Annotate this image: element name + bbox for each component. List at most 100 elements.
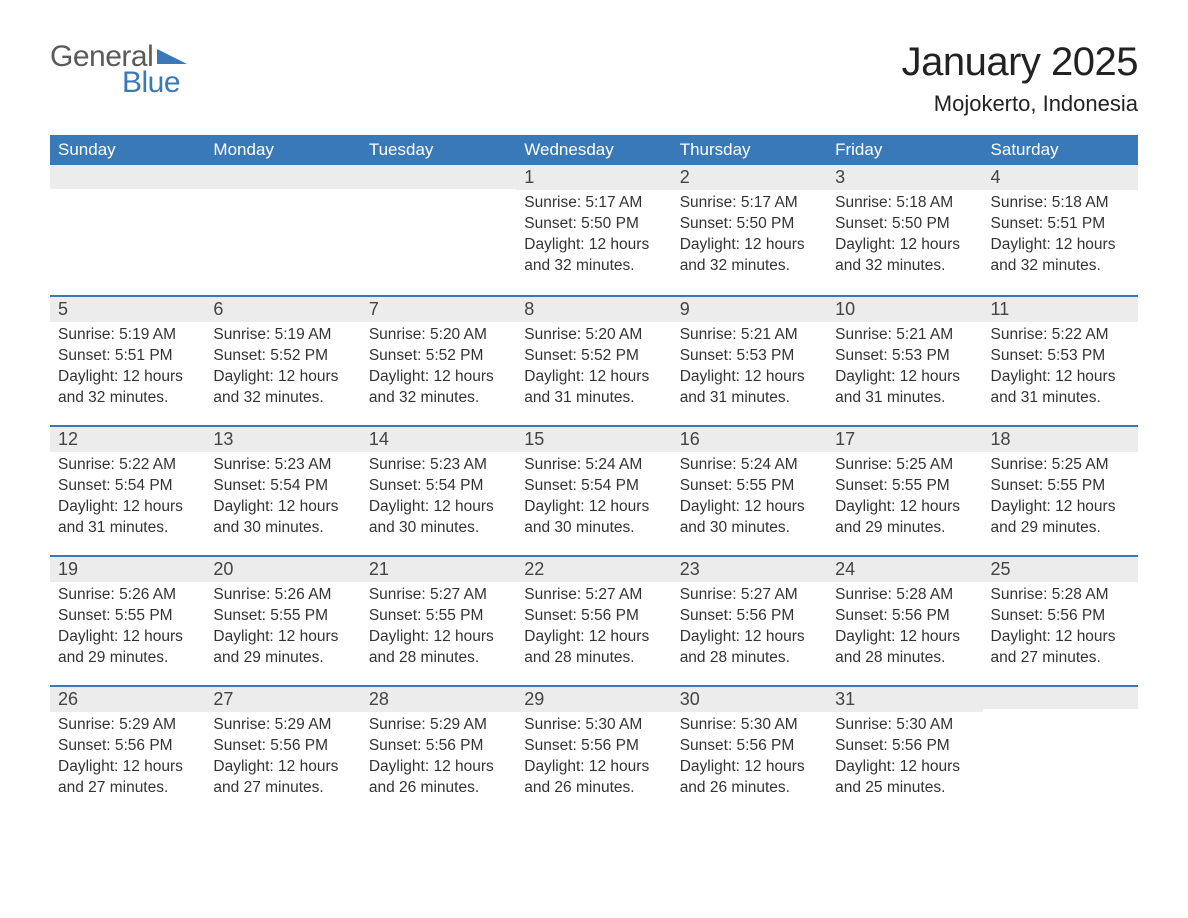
calendar-day-cell: 27Sunrise: 5:29 AMSunset: 5:56 PMDayligh… [205, 685, 360, 815]
sunrise-line: Sunrise: 5:18 AM [835, 193, 974, 214]
day-number: 18 [983, 425, 1138, 452]
day-details: Sunrise: 5:20 AMSunset: 5:52 PMDaylight:… [361, 322, 516, 417]
calendar-empty-cell [983, 685, 1138, 815]
logo: General Blue [50, 40, 187, 100]
calendar-table: SundayMondayTuesdayWednesdayThursdayFrid… [50, 135, 1138, 815]
calendar-day-cell: 15Sunrise: 5:24 AMSunset: 5:54 PMDayligh… [516, 425, 671, 555]
calendar-day-cell: 13Sunrise: 5:23 AMSunset: 5:54 PMDayligh… [205, 425, 360, 555]
daylight-line: Daylight: 12 hours and 25 minutes. [835, 757, 974, 799]
day-header: Sunday [50, 135, 205, 165]
day-details: Sunrise: 5:26 AMSunset: 5:55 PMDaylight:… [50, 582, 205, 677]
sunset-line: Sunset: 5:56 PM [58, 736, 197, 757]
daylight-line: Daylight: 12 hours and 32 minutes. [680, 235, 819, 277]
sunrise-line: Sunrise: 5:30 AM [680, 715, 819, 736]
calendar-day-cell: 12Sunrise: 5:22 AMSunset: 5:54 PMDayligh… [50, 425, 205, 555]
daylight-line: Daylight: 12 hours and 29 minutes. [835, 497, 974, 539]
calendar-day-cell: 7Sunrise: 5:20 AMSunset: 5:52 PMDaylight… [361, 295, 516, 425]
day-header: Tuesday [361, 135, 516, 165]
day-header: Saturday [983, 135, 1138, 165]
daylight-line: Daylight: 12 hours and 28 minutes. [524, 627, 663, 669]
sunset-line: Sunset: 5:55 PM [835, 476, 974, 497]
title-block: January 2025 Mojokerto, Indonesia [902, 40, 1138, 117]
day-details: Sunrise: 5:23 AMSunset: 5:54 PMDaylight:… [205, 452, 360, 547]
sunrise-line: Sunrise: 5:25 AM [835, 455, 974, 476]
day-details: Sunrise: 5:25 AMSunset: 5:55 PMDaylight:… [983, 452, 1138, 547]
calendar-day-cell: 2Sunrise: 5:17 AMSunset: 5:50 PMDaylight… [672, 165, 827, 295]
daylight-line: Daylight: 12 hours and 30 minutes. [213, 497, 352, 539]
sunset-line: Sunset: 5:56 PM [213, 736, 352, 757]
day-number: 1 [516, 165, 671, 190]
calendar-day-cell: 18Sunrise: 5:25 AMSunset: 5:55 PMDayligh… [983, 425, 1138, 555]
sunset-line: Sunset: 5:54 PM [524, 476, 663, 497]
day-details: Sunrise: 5:17 AMSunset: 5:50 PMDaylight:… [672, 190, 827, 285]
day-number: 15 [516, 425, 671, 452]
day-details: Sunrise: 5:22 AMSunset: 5:54 PMDaylight:… [50, 452, 205, 547]
sunrise-line: Sunrise: 5:27 AM [680, 585, 819, 606]
sunrise-line: Sunrise: 5:17 AM [524, 193, 663, 214]
sunset-line: Sunset: 5:53 PM [991, 346, 1130, 367]
sunset-line: Sunset: 5:50 PM [524, 214, 663, 235]
sunrise-line: Sunrise: 5:26 AM [58, 585, 197, 606]
calendar-week-row: 1Sunrise: 5:17 AMSunset: 5:50 PMDaylight… [50, 165, 1138, 295]
daylight-line: Daylight: 12 hours and 28 minutes. [369, 627, 508, 669]
sunset-line: Sunset: 5:51 PM [58, 346, 197, 367]
day-details: Sunrise: 5:30 AMSunset: 5:56 PMDaylight:… [827, 712, 982, 807]
sunrise-line: Sunrise: 5:27 AM [524, 585, 663, 606]
sunset-line: Sunset: 5:55 PM [369, 606, 508, 627]
day-number: 12 [50, 425, 205, 452]
calendar-empty-cell [361, 165, 516, 295]
calendar-week-row: 5Sunrise: 5:19 AMSunset: 5:51 PMDaylight… [50, 295, 1138, 425]
sunset-line: Sunset: 5:52 PM [369, 346, 508, 367]
sunrise-line: Sunrise: 5:30 AM [835, 715, 974, 736]
calendar-day-cell: 16Sunrise: 5:24 AMSunset: 5:55 PMDayligh… [672, 425, 827, 555]
day-number: 8 [516, 295, 671, 322]
sunset-line: Sunset: 5:54 PM [58, 476, 197, 497]
sunrise-line: Sunrise: 5:29 AM [369, 715, 508, 736]
sunrise-line: Sunrise: 5:28 AM [991, 585, 1130, 606]
sunset-line: Sunset: 5:52 PM [213, 346, 352, 367]
day-details: Sunrise: 5:30 AMSunset: 5:56 PMDaylight:… [672, 712, 827, 807]
sunrise-line: Sunrise: 5:22 AM [58, 455, 197, 476]
sunset-line: Sunset: 5:50 PM [835, 214, 974, 235]
sunrise-line: Sunrise: 5:23 AM [369, 455, 508, 476]
calendar-day-cell: 19Sunrise: 5:26 AMSunset: 5:55 PMDayligh… [50, 555, 205, 685]
day-header-row: SundayMondayTuesdayWednesdayThursdayFrid… [50, 135, 1138, 165]
day-number: 23 [672, 555, 827, 582]
day-details: Sunrise: 5:19 AMSunset: 5:52 PMDaylight:… [205, 322, 360, 417]
calendar-week-row: 26Sunrise: 5:29 AMSunset: 5:56 PMDayligh… [50, 685, 1138, 815]
day-details: Sunrise: 5:22 AMSunset: 5:53 PMDaylight:… [983, 322, 1138, 417]
daylight-line: Daylight: 12 hours and 27 minutes. [991, 627, 1130, 669]
day-details: Sunrise: 5:21 AMSunset: 5:53 PMDaylight:… [827, 322, 982, 417]
day-number: 30 [672, 685, 827, 712]
day-number: 29 [516, 685, 671, 712]
daylight-line: Daylight: 12 hours and 30 minutes. [369, 497, 508, 539]
day-details: Sunrise: 5:29 AMSunset: 5:56 PMDaylight:… [205, 712, 360, 807]
calendar-day-cell: 21Sunrise: 5:27 AMSunset: 5:55 PMDayligh… [361, 555, 516, 685]
sunset-line: Sunset: 5:56 PM [835, 736, 974, 757]
day-number: 28 [361, 685, 516, 712]
sunrise-line: Sunrise: 5:23 AM [213, 455, 352, 476]
sunrise-line: Sunrise: 5:19 AM [213, 325, 352, 346]
day-details: Sunrise: 5:29 AMSunset: 5:56 PMDaylight:… [361, 712, 516, 807]
calendar-day-cell: 28Sunrise: 5:29 AMSunset: 5:56 PMDayligh… [361, 685, 516, 815]
daylight-line: Daylight: 12 hours and 29 minutes. [991, 497, 1130, 539]
calendar-week-row: 19Sunrise: 5:26 AMSunset: 5:55 PMDayligh… [50, 555, 1138, 685]
day-details: Sunrise: 5:19 AMSunset: 5:51 PMDaylight:… [50, 322, 205, 417]
sunrise-line: Sunrise: 5:19 AM [58, 325, 197, 346]
sunset-line: Sunset: 5:56 PM [835, 606, 974, 627]
calendar-day-cell: 26Sunrise: 5:29 AMSunset: 5:56 PMDayligh… [50, 685, 205, 815]
daylight-line: Daylight: 12 hours and 31 minutes. [835, 367, 974, 409]
day-number: 2 [672, 165, 827, 190]
day-number: 19 [50, 555, 205, 582]
logo-text-blue: Blue [122, 66, 187, 100]
daylight-line: Daylight: 12 hours and 31 minutes. [680, 367, 819, 409]
day-details: Sunrise: 5:24 AMSunset: 5:54 PMDaylight:… [516, 452, 671, 547]
day-details: Sunrise: 5:21 AMSunset: 5:53 PMDaylight:… [672, 322, 827, 417]
calendar-empty-cell [205, 165, 360, 295]
calendar-empty-cell [50, 165, 205, 295]
daylight-line: Daylight: 12 hours and 28 minutes. [835, 627, 974, 669]
day-details: Sunrise: 5:30 AMSunset: 5:56 PMDaylight:… [516, 712, 671, 807]
day-number: 27 [205, 685, 360, 712]
daylight-line: Daylight: 12 hours and 32 minutes. [524, 235, 663, 277]
calendar-day-cell: 9Sunrise: 5:21 AMSunset: 5:53 PMDaylight… [672, 295, 827, 425]
